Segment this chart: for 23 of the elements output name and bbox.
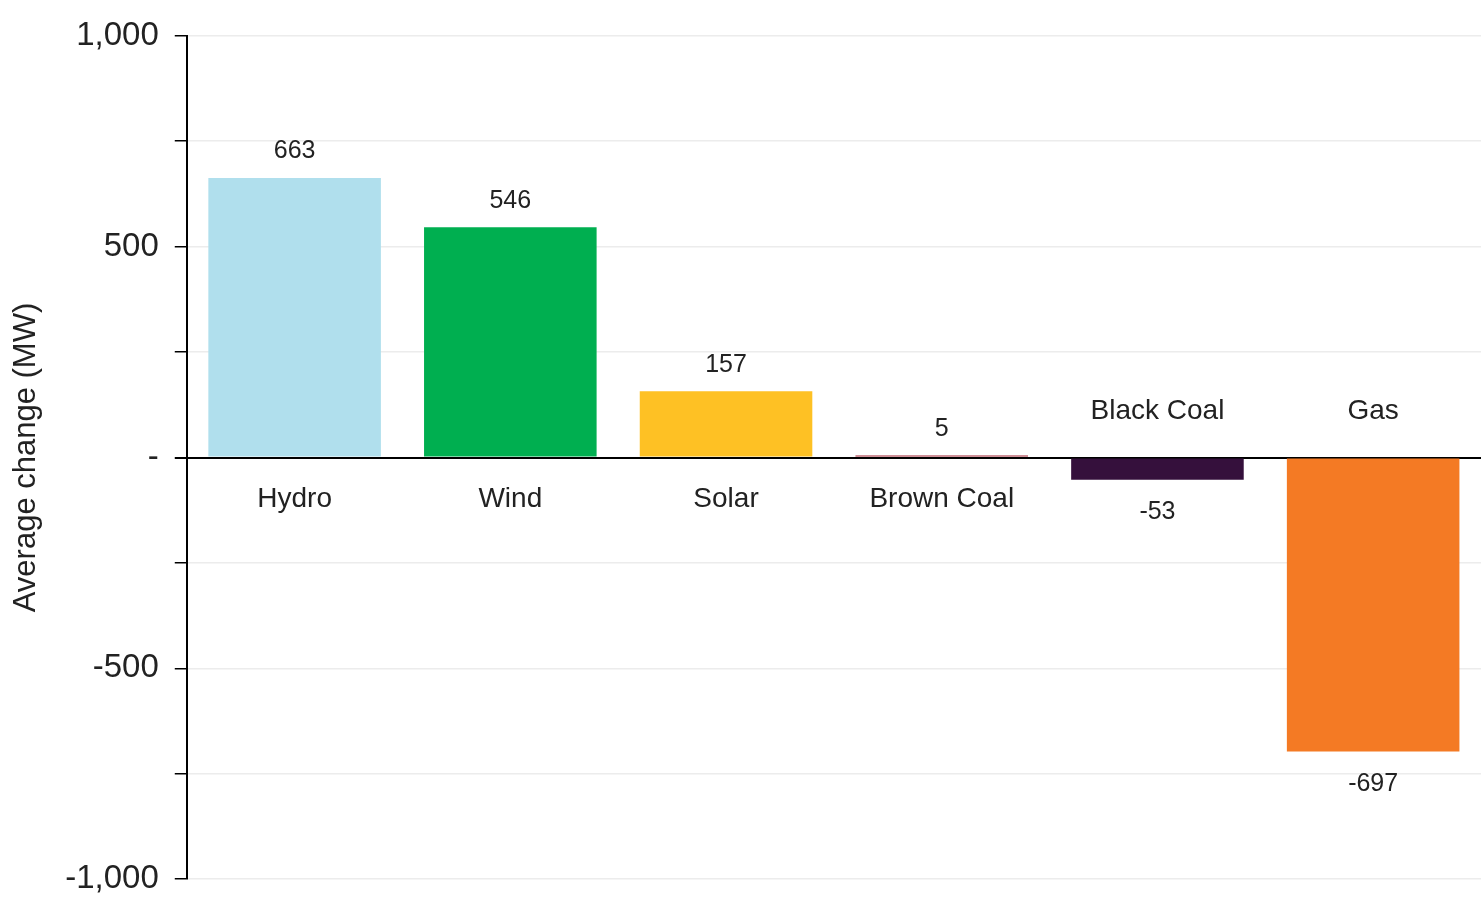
- y-tick-label: -1,000: [65, 858, 159, 896]
- data-label: -53: [1139, 496, 1176, 525]
- y-axis-title: Average change (MW): [7, 302, 43, 613]
- x-tick-label: Black Coal: [1090, 394, 1225, 426]
- data-label: 5: [934, 412, 949, 441]
- bar: [639, 391, 813, 457]
- x-tick-label: Gas: [1347, 394, 1399, 426]
- x-tick-label: Brown Coal: [869, 482, 1015, 514]
- data-label: 663: [273, 135, 316, 164]
- x-tick-label: Wind: [478, 482, 543, 514]
- bar: [208, 177, 381, 457]
- bar: [1071, 458, 1244, 480]
- y-tick-label: 1,000: [76, 14, 159, 52]
- data-label: 546: [489, 184, 532, 213]
- bar: [424, 227, 597, 457]
- x-tick-label: Solar: [693, 482, 759, 514]
- y-tick-label: -500: [92, 647, 159, 685]
- x-tick-label: Hydro: [257, 482, 332, 514]
- y-tick-label: -: [147, 436, 159, 474]
- data-label: -697: [1348, 767, 1399, 796]
- y-tick-label: 500: [103, 225, 159, 263]
- bar: [1286, 458, 1460, 752]
- data-label: 157: [705, 348, 747, 377]
